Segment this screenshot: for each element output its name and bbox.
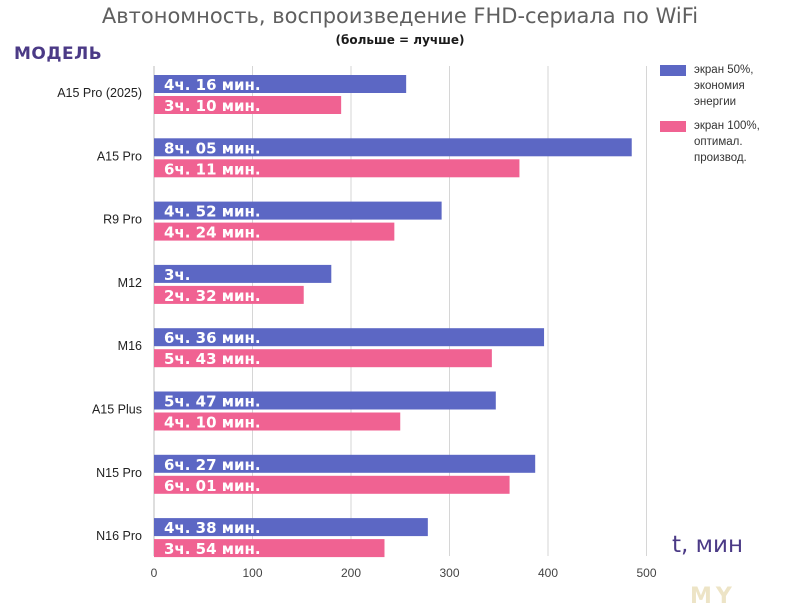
- bar: [154, 222, 395, 241]
- bar: [154, 412, 401, 431]
- x-tick-label: 100: [242, 566, 262, 580]
- bar: [154, 75, 407, 93]
- bar: [154, 454, 536, 473]
- y-axis-label: МОДЕЛЬ: [14, 44, 103, 64]
- bar-data-label: 4ч. 38 мин.: [164, 519, 261, 537]
- category-label: N15 Pro: [96, 466, 142, 480]
- legend-swatch-series-1: [660, 65, 686, 76]
- bar-data-label: 6ч. 11 мин.: [164, 160, 261, 178]
- bar: [154, 539, 385, 558]
- chart-subtitle: (больше = лучше): [335, 33, 465, 47]
- bar: [154, 391, 496, 410]
- x-tick-label: 500: [636, 566, 656, 580]
- bar-data-label: 6ч. 01 мин.: [164, 477, 261, 495]
- bar: [154, 285, 304, 304]
- x-axis-label: t, мин: [672, 532, 743, 558]
- bar-data-label: 6ч. 36 мин.: [164, 329, 261, 347]
- category-label: M16: [118, 339, 142, 353]
- bar-data-label: 3ч.: [164, 266, 190, 284]
- category-label: A15 Plus: [92, 403, 142, 417]
- bar-data-label: 5ч. 47 мин.: [164, 393, 261, 411]
- x-tick-label: 0: [151, 566, 158, 580]
- legend-label-series-1: экран 50%, экономия энергии: [694, 64, 754, 108]
- category-label: A15 Pro: [97, 149, 142, 163]
- legend-swatch-series-2: [660, 121, 686, 132]
- bar-data-label: 3ч. 54 мин.: [164, 540, 261, 558]
- bar-data-label: 5ч. 43 мин.: [164, 350, 261, 368]
- bar: [154, 264, 332, 283]
- chart-title: Автономность, воспроизведение FHD-сериал…: [101, 4, 699, 28]
- legend: экран 50%, экономия энергии экран 100%, …: [660, 62, 790, 174]
- bar: [154, 328, 545, 347]
- bar: [154, 159, 520, 178]
- legend-item-series-1: экран 50%, экономия энергии: [660, 62, 790, 110]
- bar-data-label: 4ч. 10 мин.: [164, 414, 261, 432]
- bar-data-label: 4ч. 24 мин.: [164, 224, 261, 242]
- bar-data-label: 8ч. 05 мин.: [164, 139, 261, 157]
- legend-item-series-2: экран 100%, оптимал. производ.: [660, 118, 790, 166]
- bar: [154, 201, 442, 220]
- x-tick-label: 200: [341, 566, 361, 580]
- bar-data-label: 2ч. 32 мин.: [164, 287, 261, 305]
- x-tick-label: 400: [538, 566, 558, 580]
- category-label: N16 Pro: [96, 529, 142, 543]
- bar: [154, 96, 342, 114]
- category-label: M12: [118, 276, 142, 290]
- bar: [154, 518, 428, 537]
- bar-data-label: 4ч. 52 мин.: [164, 203, 261, 221]
- legend-label-series-2: экран 100%, оптимал. производ.: [694, 120, 760, 164]
- bar-data-label: 3ч. 10 мин.: [164, 97, 261, 115]
- category-label: A15 Pro (2025): [57, 86, 142, 100]
- category-label: R9 Pro: [103, 213, 142, 227]
- bar: [154, 475, 510, 494]
- bar-data-label: 4ч. 16 мин.: [164, 76, 261, 94]
- bar: [154, 349, 492, 368]
- bar: [154, 138, 632, 157]
- x-tick-label: 300: [439, 566, 459, 580]
- watermark-logo: MY: [690, 584, 736, 609]
- bar-data-label: 6ч. 27 мин.: [164, 456, 261, 474]
